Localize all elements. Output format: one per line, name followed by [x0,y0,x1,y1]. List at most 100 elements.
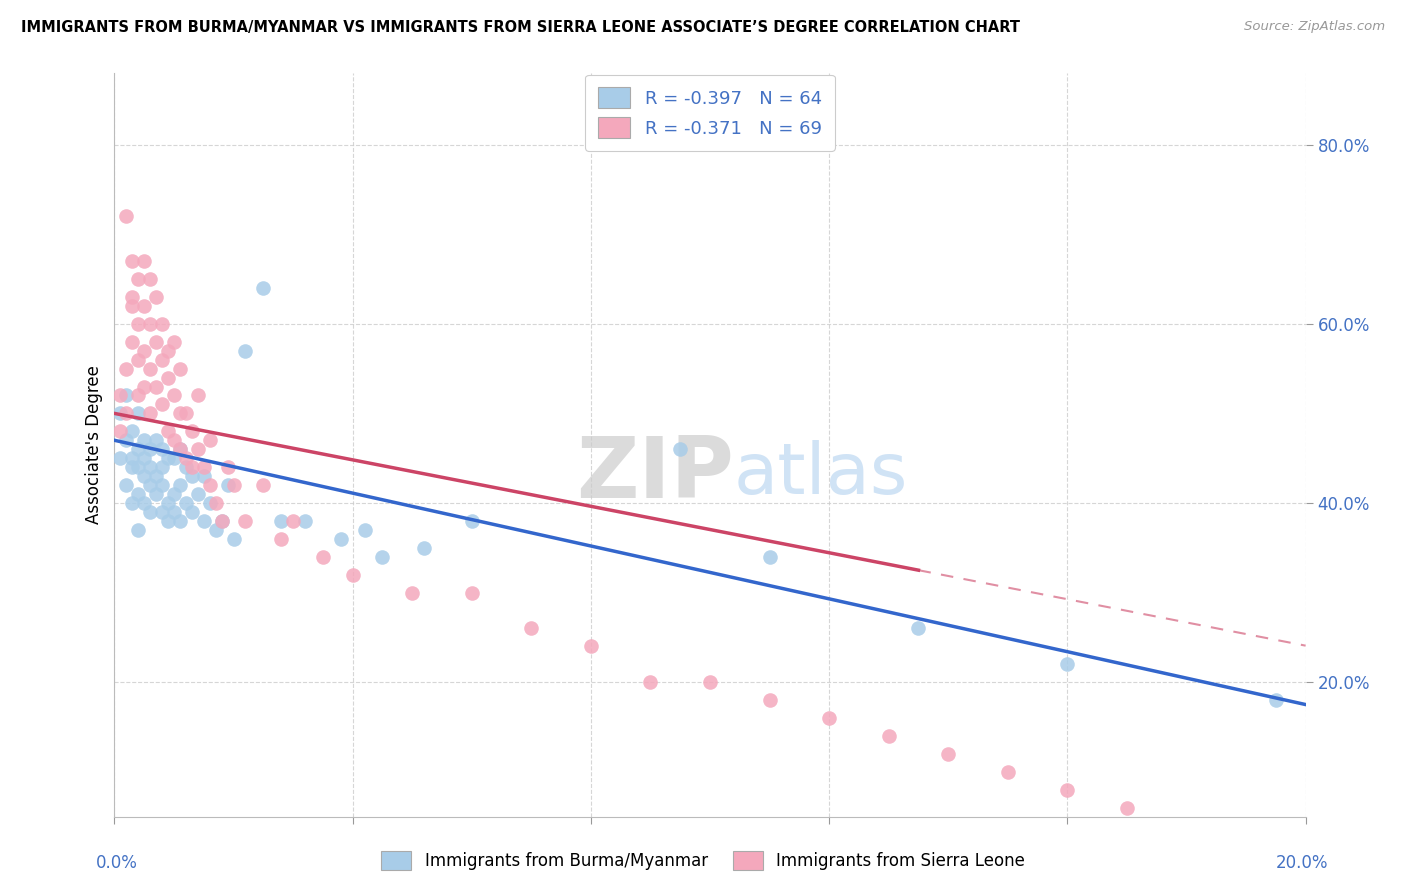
Point [150,317,173,331]
Point [461,585,484,599]
Point [134,496,156,510]
Point [699,675,721,690]
Point [134,299,156,313]
Point [204,523,226,537]
Point [193,514,215,528]
Point [222,532,245,546]
Point [520,621,543,635]
Point [758,549,780,564]
Point [187,388,209,402]
Point [235,343,257,358]
Point [139,478,162,492]
Legend: R = -0.397   N = 64, R = -0.371   N = 69: R = -0.397 N = 64, R = -0.371 N = 69 [585,75,835,151]
Point [134,469,156,483]
Point [139,505,162,519]
Point [127,487,149,501]
Point [145,469,167,483]
Point [156,514,179,528]
Point [936,747,959,761]
Point [163,505,186,519]
Point [134,451,156,466]
Point [180,469,202,483]
Text: Source: ZipAtlas.com: Source: ZipAtlas.com [1244,20,1385,33]
Point [156,370,179,384]
Point [163,487,186,501]
Point [997,764,1019,779]
Point [198,478,221,492]
Point [204,496,226,510]
Point [270,514,292,528]
Point [121,425,143,439]
Point [252,281,274,295]
Point [211,514,233,528]
Point [174,406,197,420]
Point [342,567,364,582]
Point [150,397,173,411]
Point [669,442,692,457]
Point [134,254,156,268]
Point [193,469,215,483]
Point [187,442,209,457]
Point [281,514,304,528]
Point [187,487,209,501]
Point [127,317,149,331]
Point [193,460,215,475]
Point [150,505,173,519]
Point [877,729,900,743]
Point [180,425,202,439]
Point [174,460,197,475]
Point [127,388,149,402]
Point [150,478,173,492]
Point [127,523,149,537]
Point [169,514,191,528]
Point [121,299,143,313]
Point [640,675,662,690]
Point [211,514,233,528]
Point [1264,693,1286,707]
Point [121,451,143,466]
Point [818,711,841,725]
Point [401,585,423,599]
Point [1056,657,1078,672]
Point [115,478,138,492]
Point [907,621,929,635]
Point [134,434,156,448]
Point [145,379,167,393]
Point [180,505,202,519]
Point [145,290,167,304]
Point [121,334,143,349]
Point [110,388,132,402]
Point [150,460,173,475]
Point [156,343,179,358]
Point [217,478,239,492]
Point [134,343,156,358]
Point [139,361,162,376]
Point [127,460,149,475]
Point [294,514,316,528]
Point [139,460,162,475]
Point [139,272,162,286]
Legend: Immigrants from Burma/Myanmar, Immigrants from Sierra Leone: Immigrants from Burma/Myanmar, Immigrant… [374,844,1032,877]
Point [145,434,167,448]
Point [174,451,197,466]
Text: 0.0%: 0.0% [96,855,138,872]
Point [115,434,138,448]
Point [121,254,143,268]
Point [110,406,132,420]
Point [145,334,167,349]
Point [150,442,173,457]
Point [121,460,143,475]
Point [579,640,602,654]
Point [139,317,162,331]
Point [198,434,221,448]
Point [139,442,162,457]
Point [198,496,221,510]
Text: IMMIGRANTS FROM BURMA/MYANMAR VS IMMIGRANTS FROM SIERRA LEONE ASSOCIATE’S DEGREE: IMMIGRANTS FROM BURMA/MYANMAR VS IMMIGRA… [21,20,1021,35]
Point [312,549,335,564]
Point [115,210,138,224]
Point [163,388,186,402]
Point [110,425,132,439]
Point [169,442,191,457]
Point [156,496,179,510]
Point [1056,782,1078,797]
